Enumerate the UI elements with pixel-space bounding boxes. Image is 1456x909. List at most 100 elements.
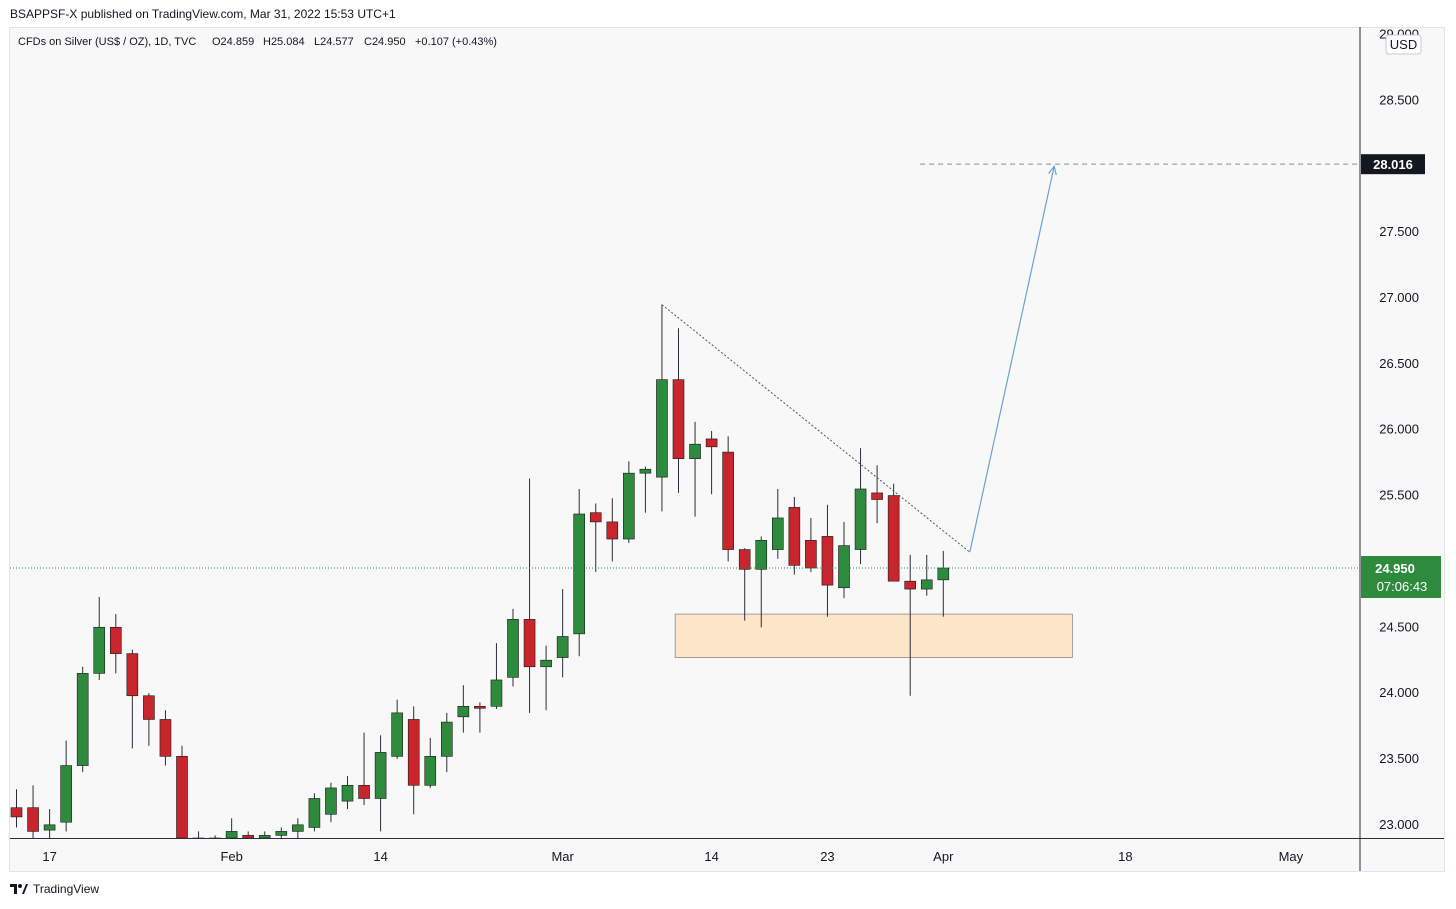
candle-up [507, 619, 519, 678]
candle-down [27, 807, 39, 832]
price-axis: 23.00023.50024.00024.50025.00025.50026.0… [1359, 27, 1441, 871]
candle-up [292, 824, 304, 832]
tradingview-logo-icon [10, 884, 28, 894]
legend-low: L24.577 [314, 36, 354, 48]
candle-up [374, 752, 387, 799]
candle-up [540, 659, 552, 668]
candle-down [110, 626, 122, 654]
candle-up [391, 712, 403, 757]
candle-down [143, 695, 155, 720]
candle-down [788, 507, 801, 566]
time-tick-label: May [1279, 849, 1304, 864]
current-price-label: 24.950 [1375, 561, 1415, 576]
descending-trendline [661, 304, 971, 553]
candle-up [556, 636, 569, 658]
candle-up [689, 443, 701, 459]
candle-down [159, 719, 172, 757]
candle-up [308, 798, 321, 828]
candle-up [440, 721, 453, 757]
candle-down [176, 756, 188, 838]
time-tick-label: 18 [1118, 849, 1132, 864]
candle-down [904, 580, 917, 590]
time-tick-label: 14 [373, 849, 387, 864]
legend-change: +0.107 (+0.43%) [415, 36, 497, 48]
candles-layer [10, 304, 950, 838]
candle-up [838, 545, 850, 589]
candle-up [424, 756, 437, 786]
legend-close: C24.950 [364, 36, 406, 48]
time-tick-label: Feb [220, 849, 242, 864]
candle-up [325, 787, 337, 815]
candle-down [589, 512, 602, 523]
price-tick-label: 26.000 [1379, 422, 1419, 437]
candle-up [639, 468, 652, 474]
candle-down [722, 451, 734, 550]
time-tick-label: Mar [551, 849, 574, 864]
price-tick-label: 26.500 [1379, 356, 1419, 371]
candle-down [126, 653, 139, 697]
candle-up [457, 705, 470, 718]
bar-countdown-label: 07:06:43 [1377, 579, 1428, 594]
candle-up [771, 517, 784, 550]
candle-up [920, 579, 933, 590]
candle-up [60, 765, 72, 823]
candle-down [242, 835, 254, 838]
candle-up [854, 488, 867, 550]
candle-up [225, 831, 238, 838]
projection-arrow [969, 166, 1055, 553]
candle-up [275, 831, 288, 836]
candle-down [805, 540, 817, 569]
candle-down [358, 785, 370, 799]
candle-down [821, 536, 834, 586]
demand-zone-layer [674, 613, 1073, 658]
price-tick-label: 27.000 [1379, 290, 1419, 305]
price-tick-label: 27.500 [1379, 224, 1419, 239]
candle-up [490, 679, 503, 707]
candle-up [623, 472, 635, 540]
footer: TradingView [10, 882, 99, 896]
price-tick-label: 24.500 [1379, 619, 1419, 634]
legend-open: O24.859 [212, 36, 254, 48]
time-tick-label: 14 [704, 849, 718, 864]
price-tick-label: 23.000 [1379, 817, 1419, 832]
candle-up [755, 540, 768, 570]
price-tick-label: 28.500 [1379, 92, 1419, 107]
chart-frame [9, 27, 1445, 872]
legend-high: H25.084 [263, 36, 305, 48]
candle-up [93, 626, 106, 674]
legend-symbol: CFDs on Silver (US$ / OZ), 1D, TVC [18, 36, 196, 48]
candle-up [76, 673, 89, 766]
annotation-layer [10, 163, 1360, 569]
symbol-legend: CFDs on Silver (US$ / OZ), 1D, TVC O24.8… [18, 36, 497, 48]
currency-label: USD [1390, 37, 1417, 52]
candle-up [573, 513, 586, 635]
candle-down [523, 619, 536, 668]
price-tick-label: 25.500 [1379, 488, 1419, 503]
candle-up [341, 785, 354, 802]
target-price-label: 28.016 [1373, 157, 1413, 172]
candle-up [258, 835, 271, 838]
candle-up [937, 567, 950, 581]
published-header: BSAPPSF-X published on TradingView.com, … [10, 7, 396, 21]
current-price-badge [1361, 556, 1441, 598]
currency-label-box[interactable]: USD [1385, 34, 1422, 55]
candle-down [738, 549, 751, 570]
candle-down [887, 495, 900, 582]
time-axis: 17 Feb 14 Mar 14 23 Apr 18 May [10, 838, 1444, 864]
candle-down [672, 379, 685, 459]
candle-down [606, 521, 619, 540]
price-tick-label: 24.000 [1379, 685, 1419, 700]
target-price-badge [1361, 154, 1425, 175]
demand-zone [674, 613, 1073, 658]
candle-down [871, 492, 883, 500]
time-tick-label: Apr [933, 849, 954, 864]
time-tick-label: 17 [42, 849, 56, 864]
candle-down [705, 438, 718, 448]
candle-down [10, 807, 23, 818]
candle-up [656, 379, 668, 478]
price-tick-label: 23.500 [1379, 751, 1419, 766]
projection-arrow-head [1048, 164, 1057, 176]
candle-down [407, 719, 420, 786]
time-tick-label: 23 [820, 849, 834, 864]
